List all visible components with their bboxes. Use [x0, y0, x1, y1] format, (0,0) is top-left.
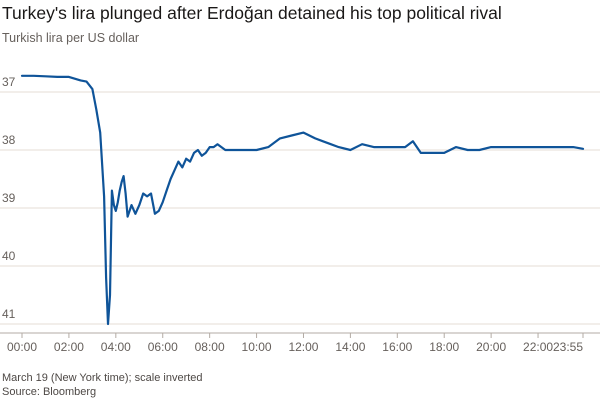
series-line-lira — [20, 74, 585, 326]
chart-footnote: March 19 (New York time); scale inverted — [2, 372, 203, 384]
y-tick-label: 38 — [2, 133, 16, 147]
x-tick-label: 04:00 — [101, 340, 131, 354]
chart-source: Source: Bloomberg — [2, 386, 97, 398]
y-tick-label: 37 — [2, 75, 16, 89]
chart-subtitle: Turkish lira per US dollar — [2, 31, 140, 45]
x-tick-label: 10:00 — [242, 340, 272, 354]
x-tick-label: 23:55 — [553, 340, 583, 354]
x-tick-label: 12:00 — [288, 340, 318, 354]
y-tick-label: 40 — [2, 249, 16, 263]
x-tick-label: 16:00 — [382, 340, 412, 354]
x-tick-label: 08:00 — [195, 340, 225, 354]
x-tick-label: 06:00 — [148, 340, 178, 354]
x-tick-label: 20:00 — [476, 340, 506, 354]
x-tick-label: 02:00 — [54, 340, 84, 354]
x-tick-label: 18:00 — [429, 340, 459, 354]
x-tick-label: 00:00 — [7, 340, 37, 354]
y-tick-label: 41 — [2, 307, 16, 321]
x-tick-label: 22:00 — [523, 340, 553, 354]
x-tick-label: 14:00 — [335, 340, 365, 354]
chart-title: Turkey's lira plunged after Erdoğan deta… — [2, 3, 502, 23]
y-tick-label: 39 — [2, 191, 16, 205]
